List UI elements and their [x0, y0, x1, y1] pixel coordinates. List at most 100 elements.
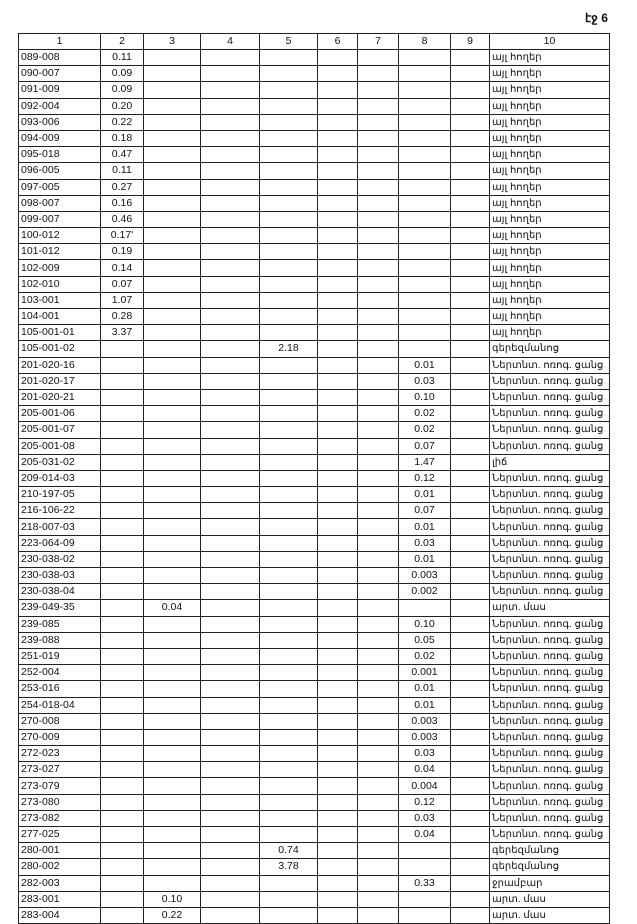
area-cell-col2 — [100, 728, 144, 747]
area-cell-col8 — [398, 129, 451, 148]
land-type-cell: Ներտնտ. ոռոգ. ցանց — [489, 356, 610, 374]
land-type-cell: Ներտնտ. ոռոգ. ցանց — [489, 372, 610, 390]
area-cell-col8: 0.03 — [398, 745, 451, 763]
parcel-code-cell: 273-027 — [18, 761, 101, 779]
area-cell-col7 — [357, 421, 399, 439]
area-cell-col6 — [317, 502, 358, 520]
area-cell-col6 — [317, 745, 358, 763]
area-cell-col7 — [357, 324, 399, 342]
parcel-code-cell: 280-002 — [18, 858, 101, 876]
land-type-cell: Ներտնտ. ոռոգ. ցանց — [489, 534, 610, 552]
area-cell-col2 — [100, 825, 144, 844]
land-type-cell: Ներտնտ. ոռոգ. ցանց — [489, 680, 610, 698]
area-cell-col5 — [259, 631, 318, 649]
parcel-code-cell: 216-106-22 — [18, 502, 101, 520]
area-cell-col3 — [143, 275, 201, 293]
area-cell-col5 — [259, 324, 318, 342]
area-cell-col2 — [100, 890, 144, 908]
land-type-cell: Ներտնտ. ոռոգ. ցանց — [489, 647, 610, 666]
area-cell-col4 — [200, 437, 260, 455]
area-cell-col3 — [143, 680, 201, 698]
area-cell-col9 — [450, 291, 490, 310]
area-cell-col3 — [143, 259, 201, 277]
area-cell-col5 — [259, 146, 318, 164]
table-row: 253-016 0.01 Ներտնտ. ոռոգ. ցանց — [18, 680, 610, 698]
area-cell-col4 — [200, 324, 260, 342]
area-cell-col9 — [450, 340, 490, 358]
table-row: 090-007 0.09 այլ հողեր — [18, 65, 610, 83]
area-cell-col4 — [200, 113, 260, 131]
parcel-code-cell: 272-023 — [18, 745, 101, 763]
area-cell-col9 — [450, 81, 490, 99]
land-type-cell: գերեզմանոց — [489, 842, 610, 860]
area-cell-col4 — [200, 534, 260, 552]
area-cell-col4 — [200, 858, 260, 876]
area-cell-col8 — [398, 858, 451, 876]
table-row: 270-009 0.003 Ներտնտ. ոռոգ. ցանց — [18, 728, 610, 747]
area-cell-col3 — [143, 664, 201, 682]
area-cell-col8: 0.03 — [398, 809, 451, 828]
table-row: 102-009 0.14 այլ հողեր — [18, 259, 610, 277]
area-cell-col7 — [357, 405, 399, 423]
area-cell-col5 — [259, 906, 318, 924]
area-cell-col5 — [259, 259, 318, 277]
area-cell-col4 — [200, 129, 260, 148]
area-cell-col2: 0.09 — [100, 81, 144, 99]
area-cell-col7 — [357, 680, 399, 698]
area-cell-col9 — [450, 437, 490, 455]
area-cell-col3 — [143, 437, 201, 455]
land-type-cell: Ներտնտ. ոռոգ. ցանց — [489, 388, 610, 407]
area-cell-col4 — [200, 906, 260, 924]
area-cell-col6 — [317, 162, 358, 180]
area-cell-col8 — [398, 81, 451, 99]
parcel-code-cell: 239-088 — [18, 631, 101, 649]
area-cell-col3 — [143, 340, 201, 358]
table-row: 205-001-08 0.07 Ներտնտ. ոռոգ. ցանց — [18, 437, 610, 455]
area-cell-col9 — [450, 275, 490, 293]
area-cell-col6 — [317, 777, 358, 795]
area-cell-col8: 1.47 — [398, 453, 451, 471]
area-cell-col3 — [143, 178, 201, 196]
area-cell-col7 — [357, 486, 399, 504]
area-cell-col5 — [259, 97, 318, 115]
area-cell-col8: 0.003 — [398, 712, 451, 730]
area-cell-col4 — [200, 793, 260, 811]
table-row: 273-027 0.04 Ներտնտ. ոռոգ. ցանց — [18, 761, 610, 779]
area-cell-col2 — [100, 534, 144, 552]
area-cell-col4 — [200, 890, 260, 908]
land-type-cell: այլ հողեր — [489, 113, 610, 131]
area-cell-col5 — [259, 664, 318, 682]
table-row: 283-004 0.22 արտ. մաս — [18, 906, 610, 924]
table-row: 273-079 0.004 Ներտնտ. ոռոգ. ցանց — [18, 777, 610, 795]
area-cell-col8 — [398, 113, 451, 131]
parcel-code-cell: 104-001 — [18, 307, 101, 326]
area-cell-col7 — [357, 372, 399, 390]
area-cell-col4 — [200, 65, 260, 83]
table-row: 098-007 0.16 այլ հողեր — [18, 194, 610, 212]
area-cell-col3 — [143, 243, 201, 261]
parcel-code-cell: 090-007 — [18, 65, 101, 83]
area-cell-col9 — [450, 405, 490, 423]
area-cell-col6 — [317, 210, 358, 229]
area-cell-col9 — [450, 453, 490, 471]
table-row: 092-004 0.20 այլ հողեր — [18, 97, 610, 115]
table-row: 254-018-04 0.01 Ներտնտ. ոռոգ. ցանց — [18, 696, 610, 714]
parcel-code-cell: 273-082 — [18, 809, 101, 828]
land-parcel-table: 1 2 3 4 5 6 7 8 9 10 089-008 0.11 այլ հողեր 090-007 0.… — [18, 33, 610, 924]
parcel-code-cell: 099-007 — [18, 210, 101, 229]
parcel-code-cell: 270-008 — [18, 712, 101, 730]
area-cell-col2: 0.46 — [100, 210, 144, 229]
area-cell-col4 — [200, 745, 260, 763]
area-cell-col3 — [143, 696, 201, 714]
area-cell-col7 — [357, 113, 399, 131]
area-cell-col5 — [259, 227, 318, 245]
area-cell-col4 — [200, 777, 260, 795]
area-cell-col5 — [259, 453, 318, 471]
area-cell-col4 — [200, 647, 260, 666]
parcel-code-cell: 092-004 — [18, 97, 101, 115]
area-cell-col2: 0.11 — [100, 48, 144, 67]
area-cell-col9 — [450, 680, 490, 698]
area-cell-col6 — [317, 599, 358, 617]
area-cell-col4 — [200, 599, 260, 617]
parcel-code-cell: 103-001 — [18, 291, 101, 310]
